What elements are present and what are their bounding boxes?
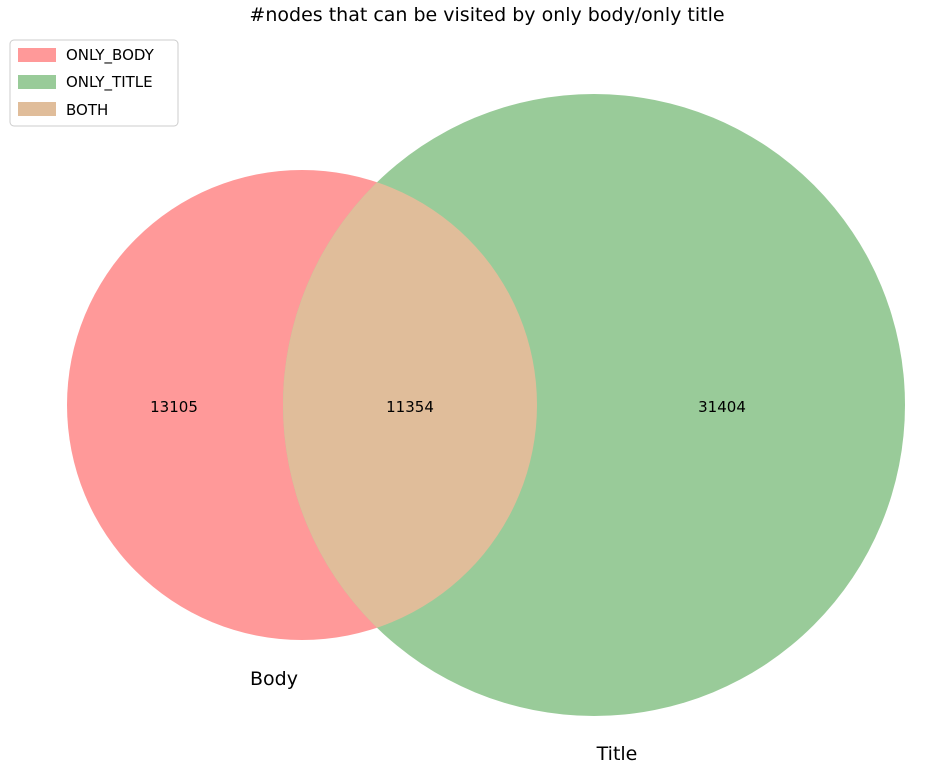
legend-label-only-body: ONLY_BODY bbox=[66, 46, 155, 65]
legend-label-only-title: ONLY_TITLE bbox=[66, 73, 153, 92]
count-both: 11354 bbox=[386, 398, 434, 416]
region-both bbox=[283, 170, 537, 640]
venn-diagram bbox=[67, 94, 905, 716]
legend-label-both: BOTH bbox=[66, 101, 108, 119]
count-only-body: 13105 bbox=[150, 398, 198, 416]
count-only-title: 31404 bbox=[698, 398, 746, 416]
chart-title: #nodes that can be visited by only body/… bbox=[249, 4, 724, 26]
legend-swatch-both bbox=[18, 102, 56, 116]
legend-swatch-only-body bbox=[18, 48, 56, 62]
legend: ONLY_BODY ONLY_TITLE BOTH bbox=[9, 39, 179, 127]
legend-swatch-only-title bbox=[18, 75, 56, 89]
set-label-title: Title bbox=[596, 743, 638, 765]
set-label-body: Body bbox=[250, 668, 298, 690]
